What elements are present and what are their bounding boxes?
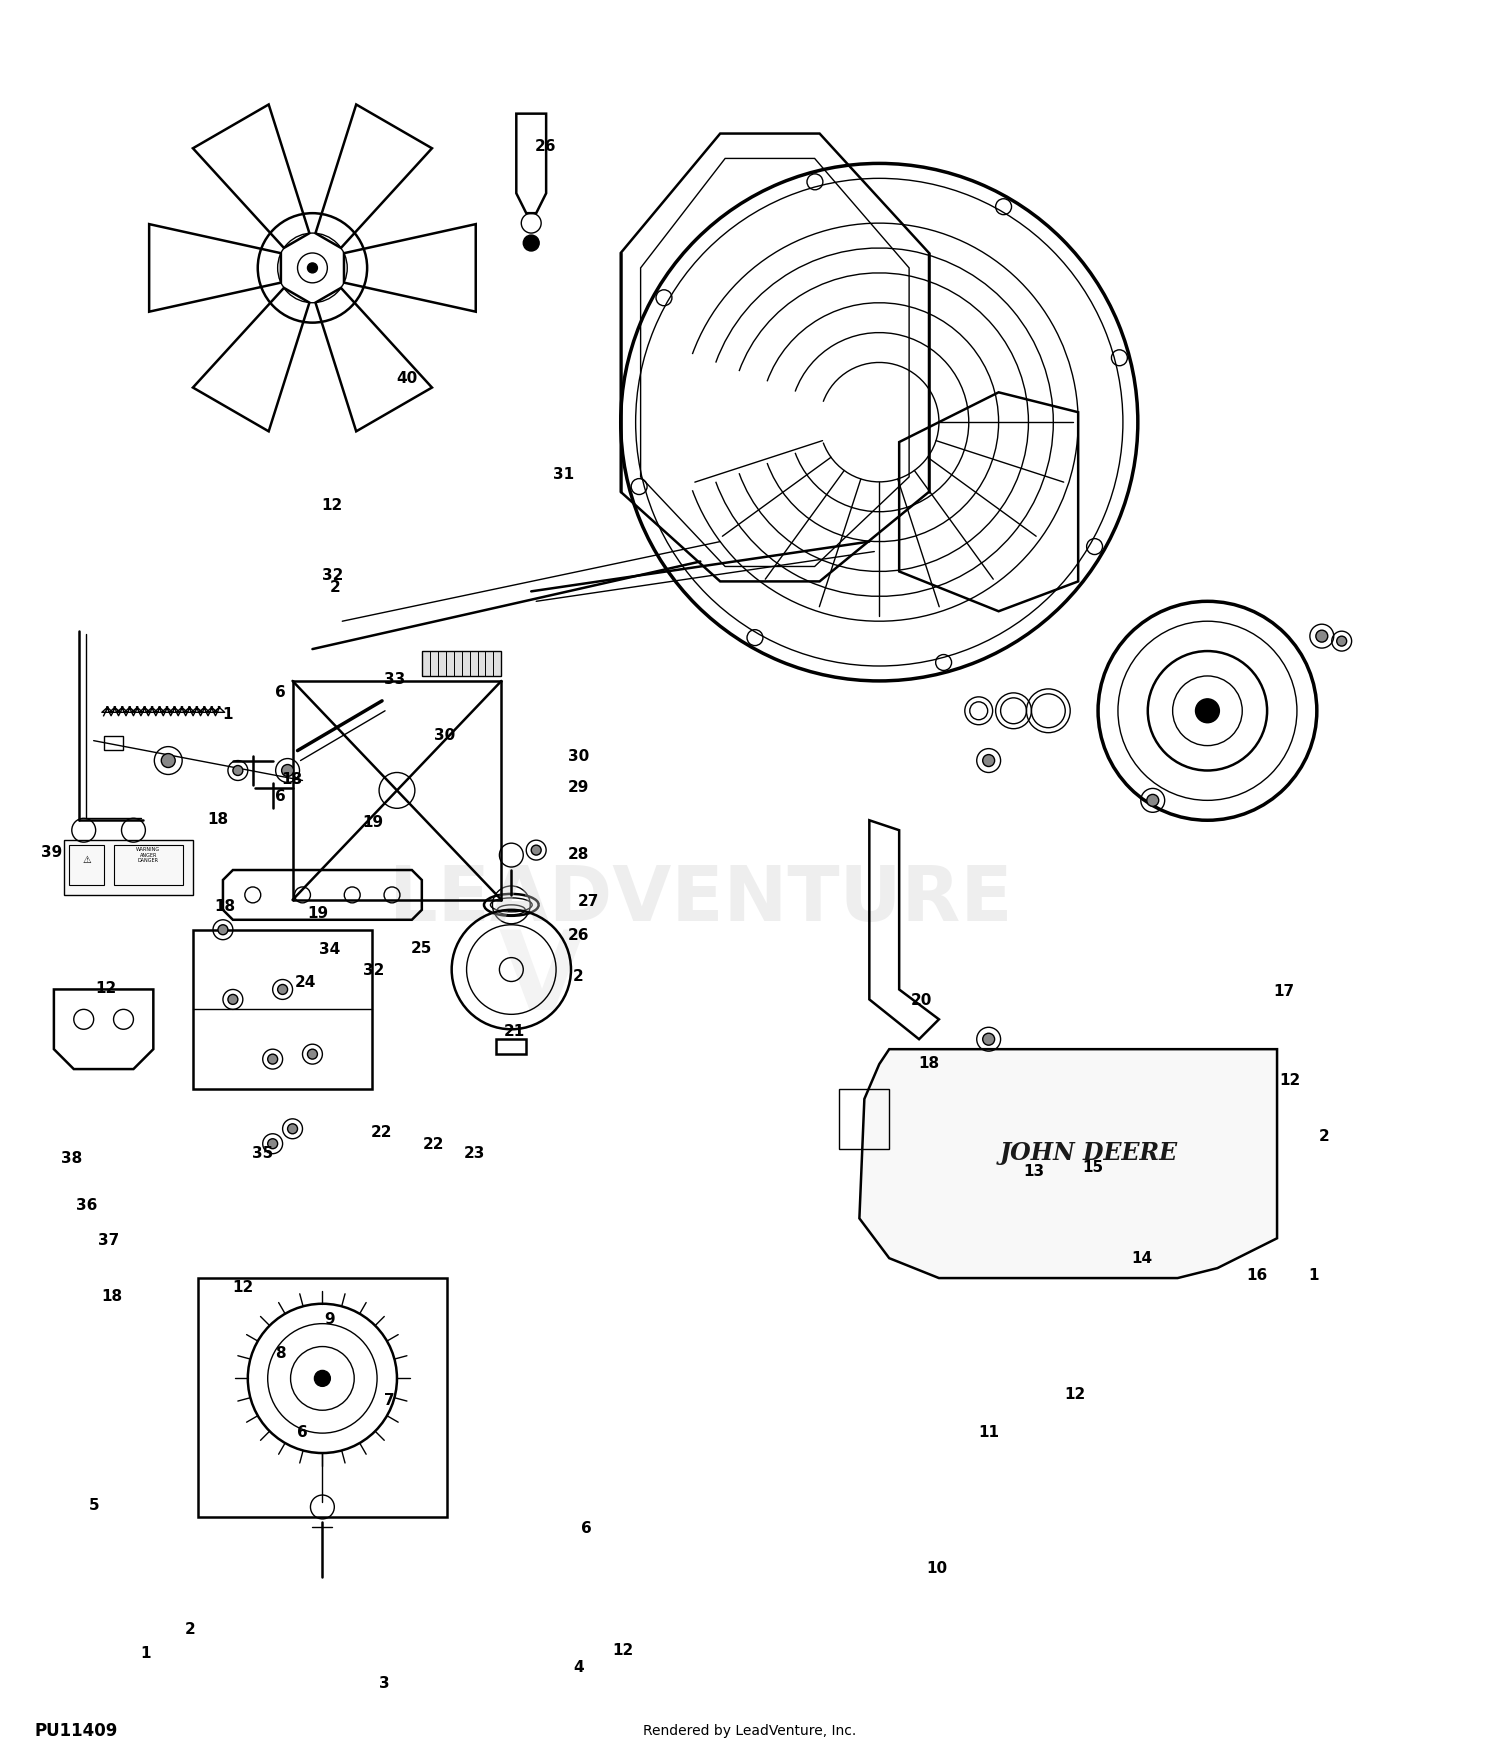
Text: 20: 20 bbox=[910, 992, 932, 1008]
Text: 27: 27 bbox=[578, 894, 600, 908]
Bar bbox=[496, 1040, 526, 1054]
Text: 28: 28 bbox=[568, 847, 590, 861]
Text: 2: 2 bbox=[184, 1622, 196, 1636]
Circle shape bbox=[531, 845, 542, 856]
Text: 35: 35 bbox=[252, 1146, 273, 1162]
Text: 15: 15 bbox=[1083, 1160, 1104, 1174]
Text: 24: 24 bbox=[296, 975, 316, 990]
Text: 16: 16 bbox=[1246, 1269, 1268, 1283]
Text: 40: 40 bbox=[396, 371, 417, 387]
Circle shape bbox=[228, 994, 238, 1004]
Text: 1: 1 bbox=[141, 1647, 152, 1661]
Bar bbox=[64, 840, 194, 894]
Text: 31: 31 bbox=[554, 467, 574, 481]
Bar bbox=[69, 845, 104, 886]
Text: 32: 32 bbox=[363, 963, 386, 978]
Text: 12: 12 bbox=[232, 1281, 254, 1295]
Circle shape bbox=[982, 754, 994, 766]
Text: 2: 2 bbox=[330, 579, 340, 595]
Text: 6: 6 bbox=[580, 1521, 591, 1536]
Text: 33: 33 bbox=[384, 672, 405, 688]
Text: 34: 34 bbox=[318, 943, 340, 957]
Text: 18: 18 bbox=[282, 772, 303, 788]
Circle shape bbox=[524, 234, 538, 250]
Text: 6: 6 bbox=[274, 684, 285, 700]
Text: 9: 9 bbox=[324, 1312, 334, 1326]
Text: 37: 37 bbox=[98, 1234, 118, 1248]
Text: 14: 14 bbox=[1131, 1251, 1154, 1265]
Text: 18: 18 bbox=[207, 812, 228, 826]
Text: 12: 12 bbox=[94, 980, 116, 996]
Text: 12: 12 bbox=[1065, 1386, 1086, 1402]
Text: 1: 1 bbox=[1308, 1269, 1318, 1283]
Text: 17: 17 bbox=[1274, 984, 1294, 999]
Text: 22: 22 bbox=[370, 1125, 393, 1141]
Text: 6: 6 bbox=[274, 789, 285, 805]
Circle shape bbox=[308, 1050, 318, 1059]
Bar bbox=[114, 845, 183, 886]
Circle shape bbox=[282, 765, 294, 777]
Circle shape bbox=[1316, 630, 1328, 642]
Text: 12: 12 bbox=[1280, 1073, 1300, 1088]
Circle shape bbox=[315, 1370, 330, 1386]
Text: 12: 12 bbox=[321, 499, 344, 513]
Text: 11: 11 bbox=[978, 1424, 999, 1440]
Text: 38: 38 bbox=[60, 1152, 82, 1167]
Text: JOHN DEERE: JOHN DEERE bbox=[1000, 1141, 1178, 1166]
Text: 21: 21 bbox=[504, 1024, 525, 1040]
Text: 3: 3 bbox=[380, 1676, 390, 1690]
Circle shape bbox=[278, 985, 288, 994]
Circle shape bbox=[267, 1139, 278, 1148]
Text: Rendered by LeadVenture, Inc.: Rendered by LeadVenture, Inc. bbox=[644, 1724, 856, 1738]
Text: 8: 8 bbox=[274, 1346, 285, 1362]
Text: ⚠: ⚠ bbox=[82, 856, 92, 864]
Text: 2: 2 bbox=[1318, 1129, 1329, 1144]
Text: 19: 19 bbox=[362, 816, 382, 829]
Bar bbox=[194, 929, 372, 1088]
Bar bbox=[104, 735, 123, 749]
Circle shape bbox=[1148, 794, 1158, 807]
Circle shape bbox=[288, 1124, 297, 1134]
Text: 36: 36 bbox=[75, 1199, 98, 1213]
Text: 30: 30 bbox=[568, 749, 590, 765]
Text: 5: 5 bbox=[88, 1498, 99, 1514]
Text: 2: 2 bbox=[573, 968, 584, 984]
Text: 22: 22 bbox=[423, 1138, 444, 1153]
Text: PU11409: PU11409 bbox=[34, 1722, 117, 1740]
Text: 25: 25 bbox=[411, 942, 432, 956]
Circle shape bbox=[982, 1032, 994, 1045]
Text: 29: 29 bbox=[568, 780, 590, 796]
Text: 18: 18 bbox=[918, 1055, 939, 1071]
Circle shape bbox=[162, 754, 176, 768]
Text: V: V bbox=[498, 926, 584, 1032]
Text: 1: 1 bbox=[222, 707, 232, 723]
Text: 26: 26 bbox=[536, 140, 556, 154]
Circle shape bbox=[1336, 637, 1347, 646]
Circle shape bbox=[308, 262, 318, 273]
Text: 23: 23 bbox=[464, 1146, 484, 1162]
Text: 6: 6 bbox=[297, 1424, 307, 1440]
Text: 32: 32 bbox=[321, 569, 344, 583]
Polygon shape bbox=[859, 1050, 1276, 1278]
Text: LEADVENTURE: LEADVENTURE bbox=[388, 863, 1012, 936]
Text: 39: 39 bbox=[42, 845, 63, 859]
Circle shape bbox=[217, 924, 228, 934]
Text: 13: 13 bbox=[1023, 1164, 1044, 1178]
Text: 26: 26 bbox=[567, 929, 590, 943]
Circle shape bbox=[1196, 698, 1219, 723]
Text: 7: 7 bbox=[384, 1393, 394, 1409]
Text: 10: 10 bbox=[926, 1561, 946, 1575]
Text: 19: 19 bbox=[308, 906, 328, 920]
Text: WARNING
ANGER
DANGER: WARNING ANGER DANGER bbox=[136, 847, 160, 863]
Bar bbox=[198, 1278, 447, 1517]
Bar bbox=[422, 651, 501, 676]
Text: 30: 30 bbox=[433, 728, 454, 744]
Text: 18: 18 bbox=[214, 900, 236, 914]
Circle shape bbox=[232, 765, 243, 775]
Text: 18: 18 bbox=[100, 1290, 122, 1304]
Text: 12: 12 bbox=[612, 1643, 634, 1657]
Text: 4: 4 bbox=[573, 1661, 584, 1675]
Circle shape bbox=[267, 1054, 278, 1064]
